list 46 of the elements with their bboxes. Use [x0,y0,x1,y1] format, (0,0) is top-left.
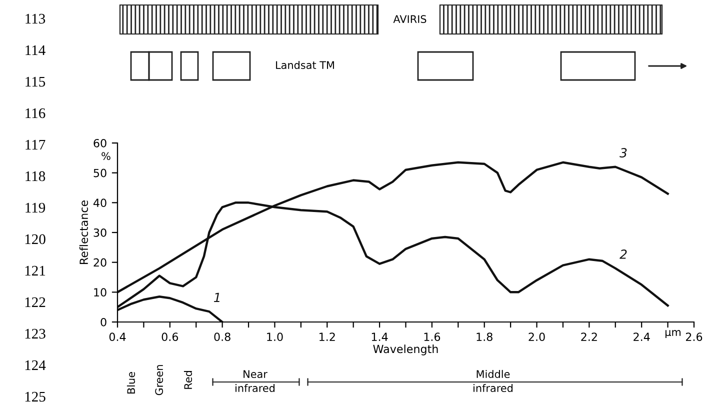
x-tick-label: 1.8 [476,332,492,342]
text: 114 [26,45,46,56]
text: 122 [25,297,46,308]
x-tick-label: 2.6 [686,332,702,342]
series-label: 1 [214,292,220,302]
y-tick-label: 20 [94,258,106,267]
y-tick-label: 30 [94,228,106,237]
text: 119 [26,202,46,213]
x-tick-label: 0.6 [162,332,178,342]
x-tick-label: 1.6 [424,332,440,342]
y-axis-title: Reflectance [79,200,88,264]
y-tick-label: 40 [93,198,106,208]
text: 117 [26,140,46,150]
text: 115 [26,76,46,87]
x-axis-title: Wavelength [373,344,438,356]
text: Green [155,365,164,396]
y-tick-label: 50 [94,168,106,178]
y-tick-label: 60 [94,138,106,148]
text: 124 [25,360,46,370]
x-tick-label: 1.0 [267,332,283,342]
x-tick-label: 2.0 [528,332,545,342]
x-tick-label: 1.2 [320,332,335,341]
text: Middle infrared [474,370,513,392]
text: 118 [26,171,46,182]
text: % [102,152,110,160]
text: 125 [25,392,46,402]
y-tick-label: 10 [94,288,106,297]
text: µm [666,330,681,338]
text: Near infrared [236,370,275,392]
text: 120 [25,234,46,244]
text: Landsat TM [276,60,334,70]
x-tick-label: 2.4 [634,332,650,341]
text: Blue [126,372,136,394]
x-tick-label: 0.4 [109,332,126,342]
text: 121 [25,266,46,276]
x-tick-label: 2.2 [581,332,597,341]
x-tick-label: 1.4 [372,332,388,341]
series-label: 3 [620,148,627,158]
text: Red [184,371,192,389]
series-label: 2 [620,249,627,259]
text: 113 [26,14,46,24]
y-tick-label: 0 [100,318,106,326]
x-tick-label: 0.8 [214,332,230,342]
text: 116 [26,108,46,118]
text: AVIRIS [393,15,426,24]
text: 123 [25,328,46,339]
